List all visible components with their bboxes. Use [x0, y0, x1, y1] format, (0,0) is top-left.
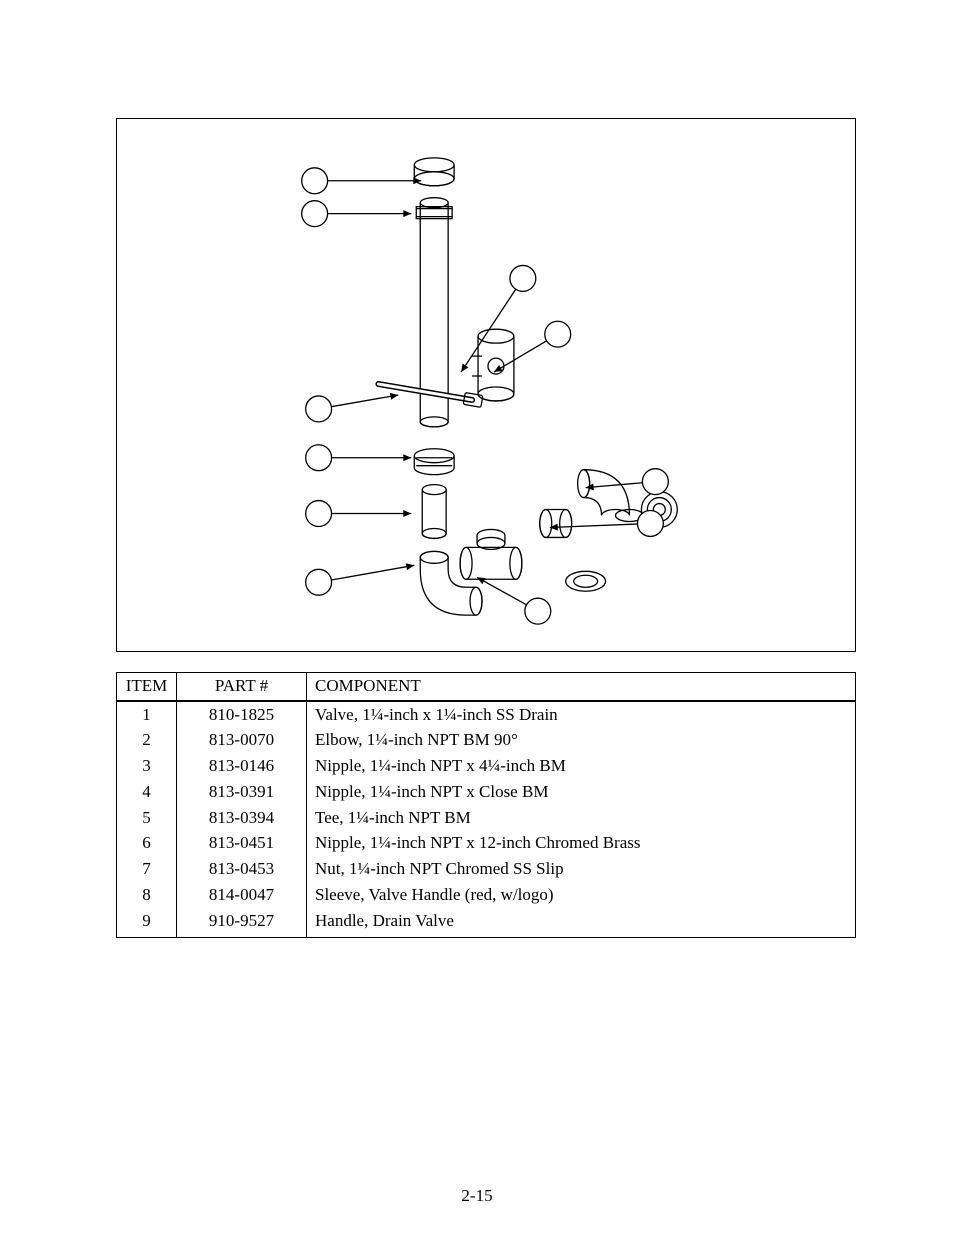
callout-circle: [302, 201, 328, 227]
cell-desc: Nipple, 1¼-inch NPT x Close BM: [307, 779, 856, 805]
cell-item: 3: [117, 753, 177, 779]
table-row: 1810-1825Valve, 1¼-inch x 1¼-inch SS Dra…: [117, 701, 856, 728]
callout-circle: [306, 501, 332, 527]
table-row: 6813-0451Nipple, 1¼-inch NPT x 12-inch C…: [117, 830, 856, 856]
table-row: 5813-0394Tee, 1¼-inch NPT BM: [117, 805, 856, 831]
table-row: 2813-0070Elbow, 1¼-inch NPT BM 90°: [117, 727, 856, 753]
table-row: 9910-9527Handle, Drain Valve: [117, 908, 856, 937]
cell-desc: Nut, 1¼-inch NPT Chromed SS Slip: [307, 856, 856, 882]
cell-item: 8: [117, 882, 177, 908]
th-desc: COMPONENT: [307, 673, 856, 701]
callout-circle: [642, 469, 668, 495]
th-part: PART #: [177, 673, 307, 701]
table-row: 8814-0047Sleeve, Valve Handle (red, w/lo…: [117, 882, 856, 908]
cell-desc: Nipple, 1¼-inch NPT x 4¼-inch BM: [307, 753, 856, 779]
cell-desc: Elbow, 1¼-inch NPT BM 90°: [307, 727, 856, 753]
callout-circle: [306, 569, 332, 595]
cell-part: 810-1825: [177, 701, 307, 728]
cell-part: 813-0391: [177, 779, 307, 805]
cell-part: 813-0453: [177, 856, 307, 882]
callout-circle: [637, 511, 663, 537]
exploded-diagram-frame: [116, 118, 856, 652]
callout-circle: [510, 265, 536, 291]
cell-desc: Sleeve, Valve Handle (red, w/logo): [307, 882, 856, 908]
cell-item: 4: [117, 779, 177, 805]
cell-item: 5: [117, 805, 177, 831]
page-number: 2-15: [0, 1186, 954, 1206]
cell-part: 813-0146: [177, 753, 307, 779]
cell-desc: Tee, 1¼-inch NPT BM: [307, 805, 856, 831]
table-row: 3813-0146Nipple, 1¼-inch NPT x 4¼-inch B…: [117, 753, 856, 779]
cell-item: 1: [117, 701, 177, 728]
cell-item: 2: [117, 727, 177, 753]
callout-circle: [306, 396, 332, 422]
parts-table: ITEM PART # COMPONENT 1810-1825Valve, 1¼…: [116, 672, 856, 938]
cell-desc: Valve, 1¼-inch x 1¼-inch SS Drain: [307, 701, 856, 728]
cell-item: 6: [117, 830, 177, 856]
cell-part: 814-0047: [177, 882, 307, 908]
cell-part: 813-0394: [177, 805, 307, 831]
cell-desc: Handle, Drain Valve: [307, 908, 856, 937]
table-row: 7813-0453Nut, 1¼-inch NPT Chromed SS Sli…: [117, 856, 856, 882]
cell-desc: Nipple, 1¼-inch NPT x 12-inch Chromed Br…: [307, 830, 856, 856]
callout-circle: [306, 445, 332, 471]
cell-item: 7: [117, 856, 177, 882]
cell-part: 813-0070: [177, 727, 307, 753]
callout-circle: [545, 321, 571, 347]
callout-circle: [525, 598, 551, 624]
cell-part: 910-9527: [177, 908, 307, 937]
exploded-diagram: [117, 119, 855, 651]
callout-circle: [302, 168, 328, 194]
cell-item: 9: [117, 908, 177, 937]
table-row: 4813-0391Nipple, 1¼-inch NPT x Close BM: [117, 779, 856, 805]
parts-table-header-row: ITEM PART # COMPONENT: [117, 673, 856, 701]
cell-part: 813-0451: [177, 830, 307, 856]
th-item: ITEM: [117, 673, 177, 701]
